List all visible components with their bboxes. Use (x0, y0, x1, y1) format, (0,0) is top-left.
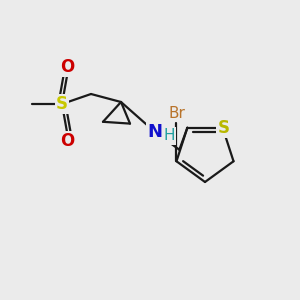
Text: Br: Br (168, 106, 185, 121)
Text: S: S (218, 119, 230, 137)
Text: N: N (148, 123, 163, 141)
Text: O: O (60, 132, 74, 150)
Text: O: O (60, 58, 74, 76)
Text: S: S (56, 95, 68, 113)
Text: H: H (163, 128, 175, 143)
